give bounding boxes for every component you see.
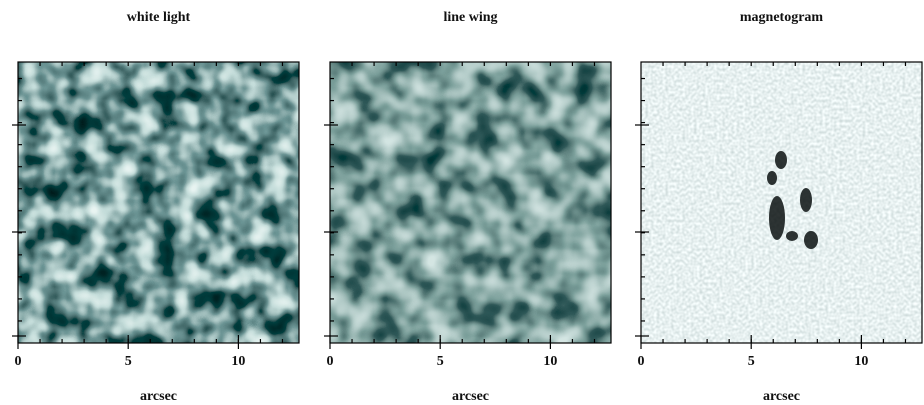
x-tick-label: 0 [327,354,334,369]
dark-spot [775,151,787,169]
x-tick-label: 10 [231,354,245,369]
x-tick-label: 0 [15,354,22,369]
x-axis-label: arcsec [763,389,800,404]
dark-spot [786,231,798,241]
x-tick-label: 5 [125,354,132,369]
dark-spot [804,231,818,249]
x-axis-label: arcsec [452,389,489,404]
image [330,62,611,343]
x-tick-label: 10 [854,354,868,369]
frame [640,61,923,344]
image [18,62,299,343]
x-tick-label: 5 [437,354,444,369]
dark-spot [769,196,785,240]
dark-spot [767,171,777,185]
frame [329,61,612,344]
x-tick-label: 0 [638,354,645,369]
panel-title: magnetogram [740,10,824,25]
frame [17,61,300,344]
panel-title: white light [127,10,191,25]
panel-title: line wing [443,10,497,25]
x-axis-label: arcsec [140,389,177,404]
dark-spot [800,188,812,212]
x-tick-label: 5 [748,354,755,369]
x-tick-label: 10 [543,354,557,369]
